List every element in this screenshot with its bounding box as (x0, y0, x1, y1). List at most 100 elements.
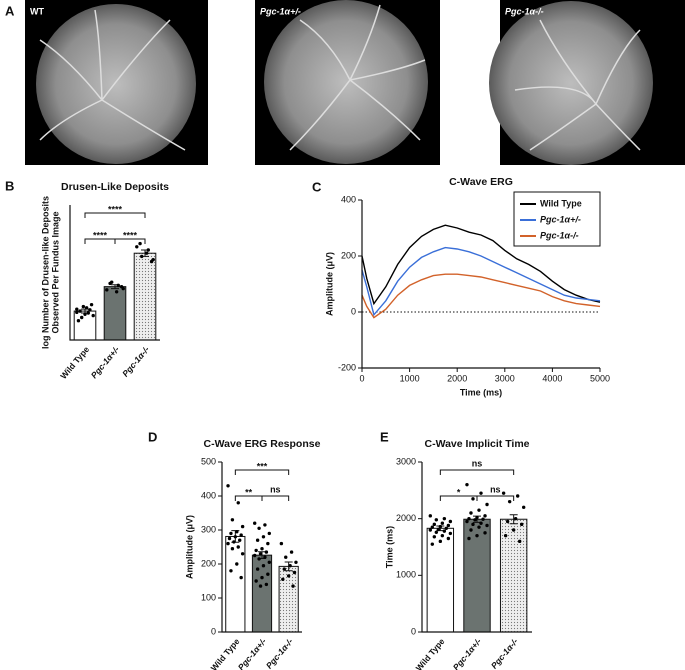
bar (103, 286, 127, 341)
data-point (238, 538, 242, 542)
data-point (257, 557, 261, 561)
data-point (144, 251, 149, 255)
data-point (503, 533, 508, 538)
y-tick-label: 100 (201, 592, 216, 602)
data-point (81, 304, 86, 309)
data-point (240, 552, 245, 556)
bar (499, 518, 528, 633)
data-point (105, 288, 109, 292)
data-point (513, 516, 518, 521)
data-point (257, 526, 261, 530)
bar (133, 252, 157, 341)
x-tick-label: 1000 (400, 373, 420, 383)
data-point (291, 584, 295, 588)
x-tick-label: Wild Type (414, 636, 447, 670)
significance-label: ** (245, 487, 253, 497)
data-point (240, 524, 245, 529)
data-point (436, 527, 441, 532)
data-point (254, 579, 258, 583)
y-tick-label: 1000 (396, 570, 416, 580)
data-point (428, 528, 433, 532)
data-point (471, 522, 475, 527)
data-point (519, 522, 524, 527)
data-point (294, 560, 298, 564)
data-point (440, 521, 445, 525)
data-point (89, 302, 94, 307)
data-point (467, 536, 471, 541)
series-line (361, 224, 601, 306)
data-point (75, 310, 79, 315)
data-point (253, 521, 257, 525)
fundus-image (36, 4, 196, 164)
image-label: WT (30, 6, 44, 16)
data-point (239, 575, 243, 580)
data-point (465, 519, 469, 524)
significance-bracket (234, 469, 290, 475)
data-point (288, 564, 292, 568)
data-point (253, 553, 257, 558)
data-point (479, 491, 483, 495)
data-point (235, 530, 239, 534)
data-point (467, 516, 471, 521)
data-point (428, 514, 433, 518)
data-point (236, 545, 240, 549)
data-point (469, 511, 473, 515)
axis (421, 462, 532, 633)
data-point (258, 584, 263, 588)
data-point (511, 528, 516, 532)
y-tick-label: 400 (341, 194, 356, 204)
significance-label: * (457, 487, 461, 497)
data-point (261, 535, 266, 539)
data-point (261, 564, 266, 568)
data-point (83, 312, 87, 316)
data-point (292, 570, 297, 575)
data-point (260, 575, 264, 580)
y-tick-label: 300 (201, 524, 216, 534)
image-label: Pgc-1α+/- (260, 6, 301, 16)
data-point (108, 281, 112, 286)
y-axis-label: log Number of Drusen-like Deposits (40, 196, 50, 349)
data-point (227, 536, 232, 541)
data-point (232, 540, 236, 544)
significance-label: ns (270, 484, 281, 494)
y-tick-label: 500 (201, 456, 216, 466)
bar (251, 554, 273, 633)
significance-bracket (114, 238, 146, 244)
data-point (267, 560, 271, 564)
data-point (475, 515, 479, 520)
significance-label: **** (108, 204, 123, 214)
data-point (266, 541, 270, 546)
data-point (440, 533, 445, 538)
data-point (507, 499, 512, 504)
data-point (485, 502, 489, 507)
significance-bracket (261, 495, 290, 501)
significance-bracket (476, 495, 515, 501)
data-point (434, 518, 439, 522)
data-point (88, 308, 92, 312)
data-point (135, 245, 139, 249)
data-point (140, 254, 144, 259)
data-point (146, 248, 150, 252)
x-tick-label: Pgc-1α+/- (89, 344, 122, 380)
x-tick-label: Pgc-1α+/- (451, 636, 484, 670)
data-point (264, 550, 269, 554)
data-point (444, 526, 449, 530)
chart-title: C-Wave ERG (449, 176, 513, 188)
chart-title: C-Wave ERG Response (204, 438, 321, 450)
significance-bracket (84, 212, 146, 218)
data-point (267, 531, 271, 536)
vessels (39, 9, 186, 151)
data-point (282, 567, 286, 571)
data-point (505, 519, 510, 524)
data-point (289, 550, 294, 554)
data-point (479, 521, 483, 525)
data-point (465, 482, 469, 487)
data-point (469, 528, 473, 532)
x-axis-label: Time (ms) (460, 387, 502, 397)
significance-label: **** (123, 230, 138, 240)
data-point (233, 535, 238, 539)
y-axis-label: Observed Per Fundus Image (50, 211, 60, 333)
significance-label: ns (490, 484, 501, 494)
y-tick-label: 400 (201, 490, 216, 500)
